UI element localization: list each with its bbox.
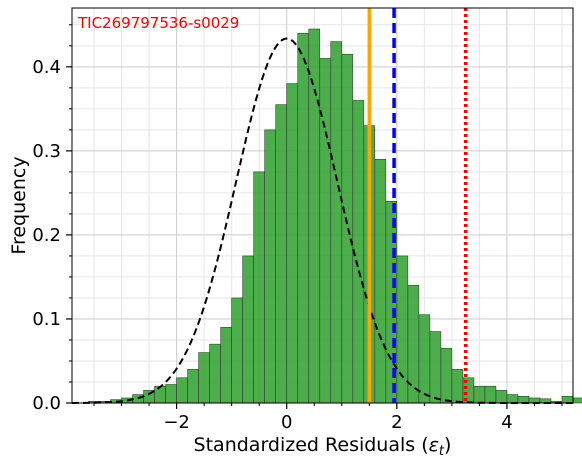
axis-ticks: −2 0 2 4 0.0 0.1 0.2 0.3 0.4 xyxy=(32,24,563,433)
histogram-bar xyxy=(253,171,265,404)
x-axis-label-subscript: t xyxy=(439,444,445,459)
histogram-bar xyxy=(495,390,508,404)
histogram-bar xyxy=(330,41,343,404)
x-tick-label: −2 xyxy=(163,412,190,433)
plot-frame xyxy=(71,7,574,404)
histogram-bar xyxy=(264,129,277,404)
x-tick-label: 4 xyxy=(501,412,512,433)
y-tick-label: 0.1 xyxy=(32,309,61,330)
histogram-bar xyxy=(297,32,310,404)
histogram-bar xyxy=(506,394,519,404)
y-tick-label: 0.2 xyxy=(32,225,61,246)
y-axis-label: Frequency xyxy=(8,156,30,254)
histogram-bar xyxy=(187,369,199,404)
histogram-bar xyxy=(572,397,582,404)
histogram-bar xyxy=(154,385,166,404)
histogram-bar xyxy=(275,104,288,404)
histogram-bar xyxy=(220,327,232,404)
y-tick-label: 0.3 xyxy=(32,141,61,162)
x-axis-label: Standardized Residuals (εt) xyxy=(194,434,452,459)
histogram-bar xyxy=(451,369,464,404)
x-axis-label-text: Standardized Residuals ( xyxy=(194,434,429,456)
histogram-bar xyxy=(242,255,254,404)
histogram-bar xyxy=(308,28,321,404)
histogram-bar xyxy=(429,331,442,404)
y-tick-label: 0.4 xyxy=(32,57,61,78)
histogram-bar xyxy=(561,395,574,404)
histogram-bar xyxy=(440,348,453,404)
x-tick-label: 0 xyxy=(281,412,292,433)
histogram-bar xyxy=(231,297,243,404)
histogram-bar xyxy=(473,385,486,404)
histogram-bar xyxy=(484,385,497,404)
x-axis-label-close: ) xyxy=(444,434,451,456)
histogram-bar xyxy=(286,83,299,404)
x-axis-label-symbol: ε xyxy=(429,434,439,456)
x-tick-label: 2 xyxy=(391,412,402,433)
histogram-bar xyxy=(418,314,431,404)
histogram-bar xyxy=(198,352,210,404)
histogram-bar xyxy=(209,343,221,404)
histogram-bar xyxy=(407,285,420,404)
histogram-bar xyxy=(319,58,332,404)
y-tick-label: 0.0 xyxy=(32,393,61,414)
histogram-bars xyxy=(88,28,582,404)
histogram-bar xyxy=(176,377,188,404)
histogram-bar xyxy=(165,384,177,404)
dataset-annotation: TIC269797536-s0029 xyxy=(77,14,239,32)
threshold-lines xyxy=(367,8,468,403)
histogram-bar xyxy=(374,158,387,404)
